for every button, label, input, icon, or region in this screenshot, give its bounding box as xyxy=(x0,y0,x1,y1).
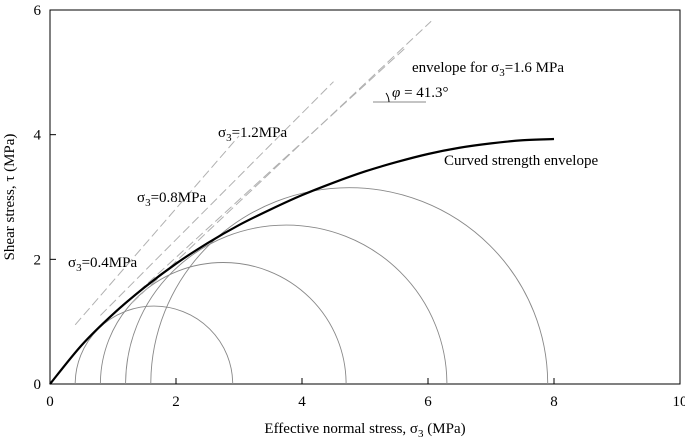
y-tick-label: 0 xyxy=(34,377,42,393)
y-tick-label: 6 xyxy=(34,3,42,19)
annotation-phi: φ = 41.3° xyxy=(392,85,449,101)
mohr-circle-2 xyxy=(100,262,346,384)
tangent-line-1 xyxy=(75,136,239,325)
y-axis-label: Shear stress, τ (MPa) xyxy=(2,134,18,261)
tangent-line-4 xyxy=(132,21,431,303)
tangent-line-3 xyxy=(119,47,406,309)
annotation-sigma3-1.2: σ3=1.2MPa xyxy=(218,125,287,144)
x-axis-label: Effective normal stress, σ3 (MPa) xyxy=(264,421,465,439)
annotation-curved-envelope: Curved strength envelope xyxy=(444,153,598,169)
axis-ticks: 0 2 4 6 8 10 0 2 4 6 xyxy=(34,3,685,410)
annotation-sigma3-0.4: σ3=0.4MPa xyxy=(68,255,137,274)
annotation-envelope-1.6: envelope for σ3=1.6 MPa xyxy=(412,60,564,79)
mohr-circle-3 xyxy=(126,225,447,384)
x-tick-label: 8 xyxy=(550,394,558,410)
y-tick-label: 2 xyxy=(34,252,42,268)
mohr-circle-4 xyxy=(151,188,548,384)
x-tick-label: 2 xyxy=(172,394,180,410)
x-tick-label: 4 xyxy=(298,394,306,410)
tangent-line-2 xyxy=(100,82,333,316)
tangent-lines xyxy=(75,21,431,325)
phi-arc xyxy=(386,93,389,102)
x-tick-label: 0 xyxy=(46,394,54,410)
y-tick-label: 4 xyxy=(34,128,42,144)
x-tick-label: 10 xyxy=(673,394,685,410)
x-tick-label: 6 xyxy=(424,394,432,410)
annotation-sigma3-0.8: σ3=0.8MPa xyxy=(137,190,206,209)
mohr-circle-1 xyxy=(75,306,233,384)
